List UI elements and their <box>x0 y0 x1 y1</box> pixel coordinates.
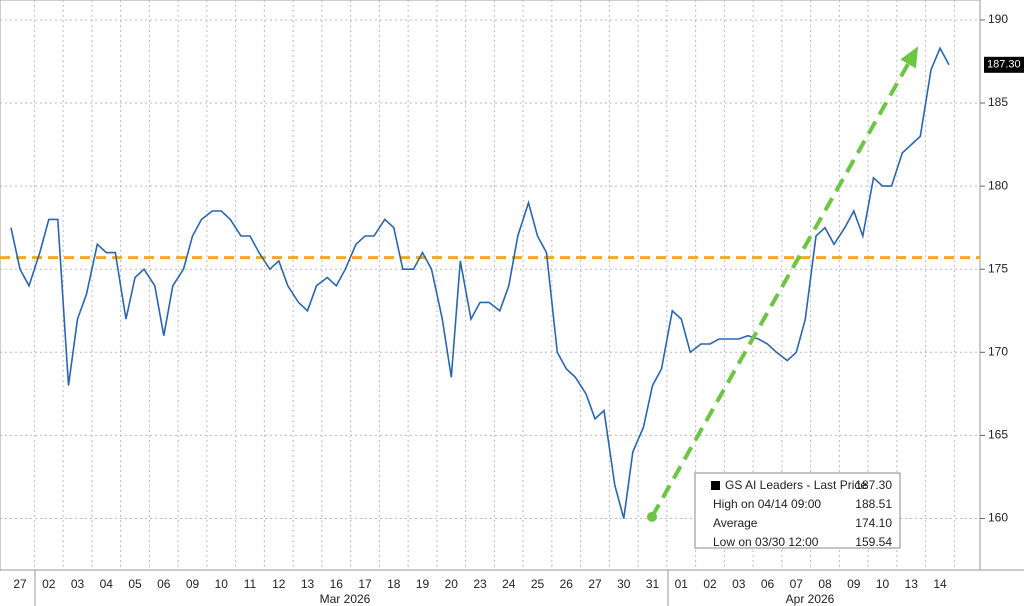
x-tick-label: 19 <box>416 577 430 591</box>
legend-label: High on 04/14 09:00 <box>713 497 821 511</box>
x-tick-label: 10 <box>215 577 229 591</box>
x-tick-label: 07 <box>790 577 804 591</box>
x-tick-label: 20 <box>445 577 459 591</box>
x-tick-label: 02 <box>703 577 717 591</box>
x-tick-label: 31 <box>646 577 660 591</box>
x-tick-label: 08 <box>818 577 832 591</box>
x-tick-label: 23 <box>473 577 487 591</box>
x-tick-label: 26 <box>560 577 574 591</box>
x-tick-label: 03 <box>732 577 746 591</box>
legend-box <box>694 472 901 549</box>
x-tick-label: 25 <box>531 577 545 591</box>
x-tick-label: 02 <box>42 577 56 591</box>
x-tick-label: 06 <box>157 577 171 591</box>
y-tick-label: 160 <box>988 511 1008 525</box>
y-tick-label: 185 <box>988 95 1008 109</box>
x-tick-label: 04 <box>100 577 114 591</box>
y-tick-label: 170 <box>988 344 1008 358</box>
last-price-label: 187.30 <box>987 59 1021 71</box>
x-tick-label: 18 <box>387 577 401 591</box>
x-tick-label: 30 <box>617 577 631 591</box>
x-tick-label: 06 <box>761 577 775 591</box>
legend-label: Low on 03/30 12:00 <box>713 535 819 549</box>
x-tick-label: 05 <box>128 577 142 591</box>
legend-value: 187.30 <box>855 478 892 492</box>
y-tick-label: 175 <box>988 261 1008 275</box>
legend-label: Average <box>713 516 758 530</box>
x-tick-label: 01 <box>675 577 689 591</box>
x-group-label: Mar 2026 <box>320 592 371 606</box>
y-tick-label: 190 <box>988 12 1008 26</box>
legend-value: 188.51 <box>855 497 892 511</box>
x-tick-label: 12 <box>272 577 286 591</box>
x-tick-label: 13 <box>905 577 919 591</box>
legend-value: 159.54 <box>855 535 892 549</box>
x-tick-label: 17 <box>358 577 372 591</box>
x-tick-label: 09 <box>847 577 861 591</box>
x-tick-label: 11 <box>244 577 257 591</box>
y-tick-label: 180 <box>988 178 1008 192</box>
x-tick-label: 27 <box>588 577 602 591</box>
x-tick-label: 24 <box>502 577 516 591</box>
x-tick-label: 03 <box>71 577 85 591</box>
trend-arrow-start <box>647 511 657 522</box>
y-tick-label: 165 <box>988 428 1008 442</box>
x-tick-label: 13 <box>301 577 315 591</box>
legend-label: GS AI Leaders - Last Price <box>725 478 867 492</box>
trend-arrow-head <box>900 46 918 69</box>
x-tick-label: 10 <box>876 577 890 591</box>
x-tick-label: 09 <box>186 577 200 591</box>
x-tick-label: 16 <box>330 577 344 591</box>
x-tick-label: 27 <box>13 577 27 591</box>
legend-swatch <box>711 481 720 490</box>
price-line <box>10 46 950 519</box>
legend-value: 174.10 <box>855 516 892 530</box>
last-price-tag <box>984 56 1024 73</box>
x-tick-label: 14 <box>933 577 947 591</box>
x-group-label: Apr 2026 <box>786 592 835 606</box>
